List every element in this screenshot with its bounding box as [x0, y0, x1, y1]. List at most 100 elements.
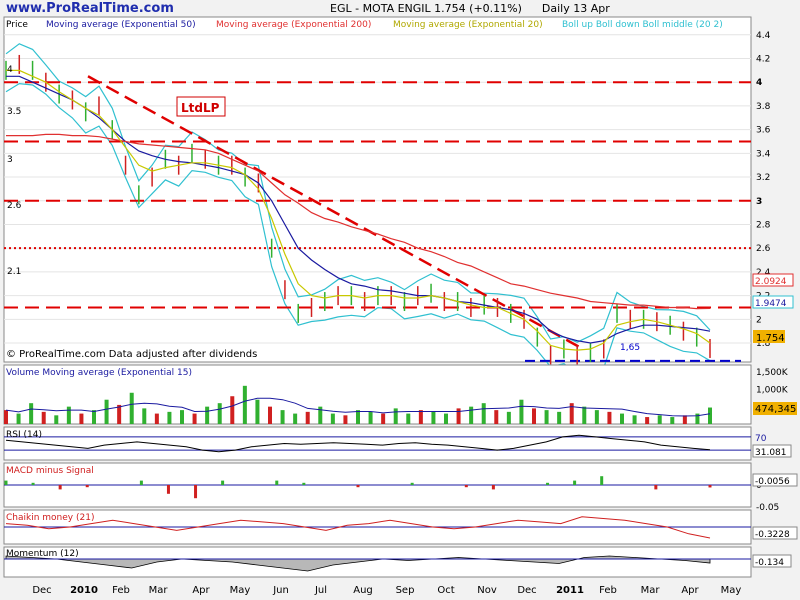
left-level-3: 3	[7, 155, 13, 165]
volume-bar	[607, 411, 612, 424]
volume-bar	[368, 411, 373, 424]
momentum-body	[4, 555, 751, 572]
price-tick-label: 2.4	[756, 268, 771, 278]
volume-bar	[280, 410, 285, 424]
x-tick-label: Dec	[32, 585, 51, 596]
x-tick-label: May	[230, 585, 251, 596]
legend-price: Price	[6, 20, 28, 30]
macd-panel: MACD minus Signal 0-0.05 -0.0056	[3, 462, 798, 513]
volume-tick-label: 1,500K	[756, 368, 789, 378]
price-tick-label: 4	[756, 78, 762, 88]
price-tick-label: 4.4	[756, 31, 771, 41]
annotation-box	[176, 96, 226, 117]
x-axis: Dec 2010 Feb Mar Apr May Jun Jul Aug Sep Oct Nov Dec…	[32, 585, 741, 596]
volume-bar	[16, 413, 21, 424]
volume-bar	[682, 415, 687, 424]
badge-volume-text: 474,345	[755, 404, 796, 415]
volume-bar	[532, 408, 536, 424]
legend-ema20: Moving average (Exponential 20)	[393, 20, 543, 30]
volume-bar	[154, 413, 159, 424]
rsi-level: 70	[755, 434, 767, 444]
momentum-panel-frame	[3, 546, 752, 578]
x-tick-label: Apr	[192, 585, 210, 596]
price-tick-label: 4.2	[756, 54, 770, 64]
watermark: © ProRealTime.com Data adjusted after di…	[6, 349, 257, 360]
volume-bar	[519, 399, 524, 424]
x-tick-label: Aug	[353, 585, 373, 596]
momentum-label: Momentum (12)	[6, 549, 79, 559]
chaikin-label: Chaikin money (21)	[6, 513, 94, 523]
volume-label: Volume Moving average (Exponential 15)	[6, 368, 192, 378]
rsi-panel-frame	[3, 426, 752, 461]
macd-body	[4, 476, 751, 499]
price-panel-frame	[3, 16, 752, 363]
volume-bars	[4, 385, 712, 424]
x-tick-label: 2011	[556, 585, 584, 596]
volume-tick-label: 1,000K	[756, 385, 789, 395]
price-tick-label: 3.2	[756, 173, 770, 183]
ema20-line	[6, 69, 711, 351]
volume-bar	[167, 411, 172, 424]
volume-bar	[406, 413, 411, 424]
volume-bar	[192, 413, 197, 424]
x-tick-label: Nov	[477, 585, 497, 596]
volume-bar	[305, 411, 310, 424]
rsi-label: RSI (14)	[6, 430, 42, 440]
left-level-4: 4	[7, 65, 13, 75]
level-lines	[4, 75, 751, 362]
site-link[interactable]: www.ProRealTime.com	[6, 1, 174, 16]
price-tick-label: 3.4	[756, 149, 771, 159]
rsi-body	[4, 434, 751, 453]
volume-bar	[670, 417, 675, 424]
volume-bar	[632, 415, 637, 424]
volume-bar	[230, 396, 235, 424]
volume-bar	[506, 411, 511, 424]
volume-bar	[293, 413, 298, 424]
volume-bar	[255, 399, 260, 424]
volume-bar	[356, 410, 360, 424]
badge-boll-text: 1.9474	[755, 299, 787, 309]
volume-bar	[54, 415, 59, 424]
volume-bar	[104, 399, 109, 424]
volume-panel-frame	[3, 364, 752, 425]
volume-bar	[318, 406, 323, 424]
volume-bar	[481, 403, 486, 424]
volume-bar	[431, 411, 436, 424]
volume-bar	[242, 385, 247, 424]
macd-tick-label: -0.05	[756, 503, 779, 513]
volume-panel: Volume Moving average (Exponential 15) 1…	[3, 364, 797, 425]
volume-bar	[29, 403, 34, 424]
volume-bar	[92, 410, 96, 424]
price-tick-label: 3	[756, 197, 762, 207]
ema50-line	[6, 75, 711, 344]
volume-bar	[557, 411, 562, 424]
price-lines	[5, 54, 711, 365]
chart-title: EGL - MOTA ENGIL 1.754 (+0.11%) Daily 13 …	[330, 2, 610, 15]
volume-bar	[330, 413, 335, 424]
x-tick-label: Jun	[272, 585, 289, 596]
price-tick-label: 3.6	[756, 126, 771, 136]
badge-macd	[752, 473, 798, 487]
x-tick-label: Mar	[149, 585, 169, 596]
volume-bar	[657, 415, 662, 424]
volume-bar	[418, 410, 423, 424]
price-tick-label: 2.8	[756, 220, 771, 230]
x-tick-label: Mar	[641, 585, 661, 596]
badge-boll	[752, 295, 794, 309]
badge-macd-text: -0.0056	[755, 477, 790, 487]
price-tick-label: 3.8	[756, 102, 771, 112]
trend-line	[87, 75, 584, 351]
badge-volume	[753, 402, 797, 415]
volume-bar	[66, 406, 71, 424]
support-label: 1,65	[620, 343, 640, 353]
x-tick-label: Apr	[681, 585, 699, 596]
volume-bar	[620, 413, 624, 424]
momentum-area	[5, 555, 711, 572]
annotation-ltdlp: LtdLP	[181, 101, 220, 115]
x-tick-label: Dec	[517, 585, 536, 596]
badge-ema200-text: 2.0924	[755, 277, 787, 287]
badge-rsi	[752, 444, 792, 458]
volume-bar	[129, 392, 134, 424]
rsi-line	[5, 434, 711, 453]
volume-bar	[393, 408, 398, 424]
